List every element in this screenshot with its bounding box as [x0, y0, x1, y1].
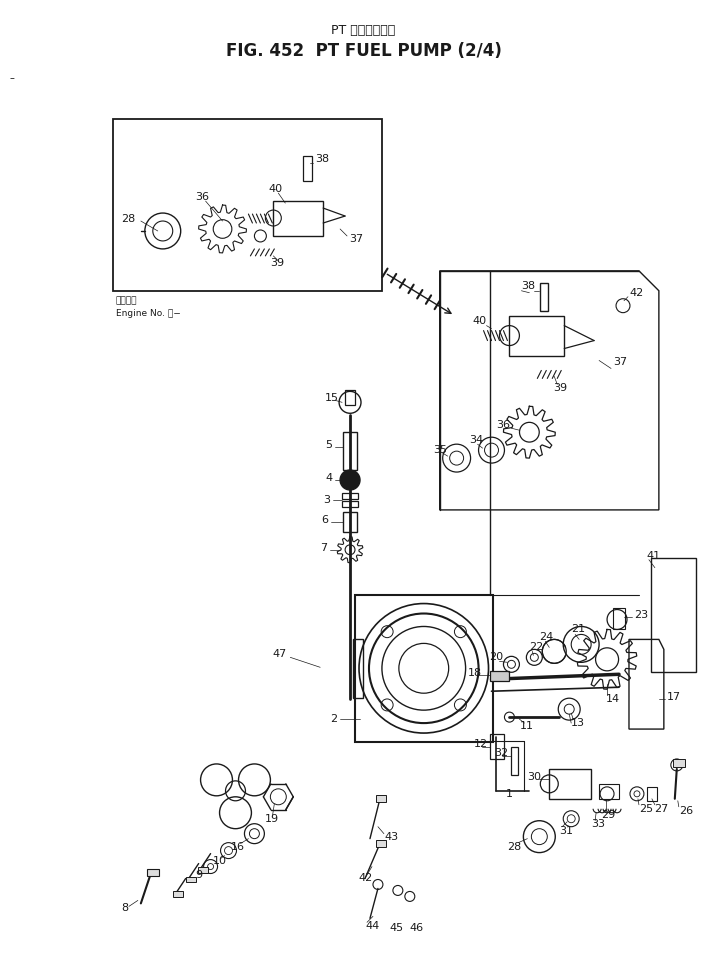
Bar [343, 432, 357, 470]
Text: 15: 15 [325, 393, 340, 404]
Text: 46: 46 [410, 923, 424, 933]
Bar [345, 390, 355, 406]
Bar [198, 867, 208, 873]
Text: 3: 3 [324, 495, 330, 505]
Bar [353, 639, 363, 698]
Text: 36: 36 [497, 420, 510, 430]
Text: 16: 16 [230, 842, 244, 851]
Bar [651, 558, 696, 672]
Text: 35: 35 [433, 445, 446, 455]
Text: 40: 40 [473, 315, 486, 326]
Text: 12: 12 [473, 739, 488, 749]
Bar [147, 869, 158, 876]
Text: 38: 38 [316, 155, 329, 164]
Text: 42: 42 [358, 874, 372, 883]
Text: 14: 14 [606, 694, 620, 704]
Bar [376, 840, 386, 847]
Text: 24: 24 [539, 632, 553, 642]
Bar [672, 759, 685, 767]
Bar [303, 157, 312, 181]
Text: 13: 13 [571, 718, 585, 728]
Bar [550, 769, 591, 799]
Bar [273, 201, 324, 236]
Text: 38: 38 [521, 281, 536, 291]
Text: 4: 4 [325, 473, 332, 483]
Text: 44: 44 [365, 921, 379, 931]
Text: 47: 47 [273, 649, 286, 660]
Text: 34: 34 [470, 435, 483, 446]
Text: 11: 11 [519, 721, 534, 731]
Text: 37: 37 [613, 357, 627, 368]
Text: 19: 19 [265, 813, 278, 824]
Text: PT フェルポンプ: PT フェルポンプ [332, 23, 395, 37]
Text: 20: 20 [489, 652, 504, 663]
Text: 39: 39 [553, 383, 567, 393]
Text: 28: 28 [507, 842, 522, 851]
Text: 2: 2 [330, 714, 337, 724]
Text: 32: 32 [494, 748, 509, 758]
Text: 41: 41 [647, 551, 661, 560]
Text: 7: 7 [320, 543, 327, 553]
Bar [113, 120, 382, 291]
Bar [599, 784, 619, 799]
Bar [342, 493, 358, 499]
Bar [376, 795, 386, 802]
Text: 42: 42 [629, 288, 643, 298]
Text: 適用底番: 適用底番 [116, 297, 137, 306]
Bar [540, 283, 548, 310]
Text: Engine No. ・−: Engine No. ・− [116, 308, 181, 317]
Text: 45: 45 [390, 923, 404, 933]
Bar [185, 877, 196, 883]
Text: 43: 43 [385, 832, 399, 842]
Bar [342, 501, 358, 507]
Circle shape [340, 470, 360, 490]
Text: 30: 30 [527, 772, 542, 782]
Bar [343, 512, 357, 532]
Text: 5: 5 [325, 440, 332, 450]
Bar [613, 607, 625, 630]
Text: 28: 28 [121, 214, 135, 224]
Text: 40: 40 [268, 184, 283, 195]
Bar [355, 595, 492, 742]
Text: 39: 39 [270, 258, 284, 268]
Bar [489, 671, 510, 681]
Text: 37: 37 [349, 234, 364, 244]
Bar [511, 747, 518, 775]
Bar [489, 734, 505, 759]
Text: 21: 21 [571, 625, 585, 634]
Text: 22: 22 [529, 642, 544, 652]
Text: 8: 8 [121, 903, 128, 914]
Text: 18: 18 [467, 668, 482, 678]
Text: 6: 6 [321, 515, 328, 524]
Text: 26: 26 [679, 806, 693, 815]
Text: 27: 27 [654, 804, 668, 813]
Bar [647, 787, 657, 801]
Text: 17: 17 [667, 692, 681, 703]
Bar [173, 891, 182, 897]
Text: 33: 33 [591, 818, 605, 829]
Bar [510, 315, 564, 355]
Text: 23: 23 [634, 609, 648, 620]
Text: 36: 36 [196, 192, 209, 202]
Text: 25: 25 [639, 804, 653, 813]
Text: 9: 9 [196, 870, 203, 880]
Text: 29: 29 [601, 810, 615, 819]
Text: 1: 1 [505, 789, 513, 799]
Text: 10: 10 [212, 855, 227, 866]
Text: –: – [9, 74, 15, 84]
Text: FIG. 452  PT FUEL PUMP (2/4): FIG. 452 PT FUEL PUMP (2/4) [225, 42, 502, 59]
Text: 31: 31 [559, 826, 574, 836]
